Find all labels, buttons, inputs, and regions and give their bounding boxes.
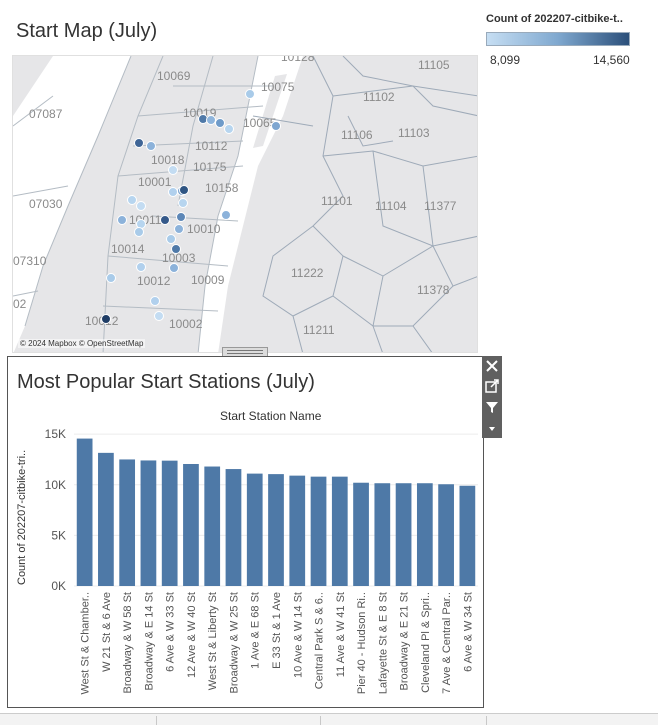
bar[interactable] (119, 459, 136, 586)
svg-text:10012: 10012 (137, 274, 171, 288)
legend-title: Count of 202207-citbike-t.. (486, 13, 623, 25)
tab-divider (320, 716, 321, 725)
bar[interactable] (331, 476, 348, 586)
svg-text:11105: 11105 (418, 58, 450, 72)
svg-text:07087: 07087 (29, 107, 63, 121)
bottom-tab-strip (0, 713, 658, 725)
svg-text:10075: 10075 (261, 80, 295, 94)
map-attribution[interactable]: © 2024 Mapbox © OpenStreetMap (18, 339, 146, 348)
svg-text:07310: 07310 (13, 254, 47, 268)
svg-text:11378: 11378 (417, 283, 450, 297)
x-tick-label[interactable]: Cleveland Pl & Spri.. (420, 592, 432, 693)
y-tick-label: 10K (45, 478, 66, 492)
svg-text:10112: 10112 (195, 139, 228, 153)
bar[interactable] (395, 483, 412, 586)
x-tick-label[interactable]: Broadway & E 21 St (399, 592, 411, 690)
x-tick-label[interactable]: 1 Ave & E 68 St (250, 592, 262, 669)
svg-text:11101: 11101 (321, 194, 353, 208)
bar[interactable] (310, 476, 327, 586)
svg-text:11377: 11377 (424, 199, 457, 213)
bar[interactable] (438, 484, 454, 586)
color-legend[interactable]: Count of 202207-citbike-t.. 8,099 14,560 (486, 13, 646, 67)
map-title: Start Map (July) (16, 20, 158, 42)
svg-text:10001: 10001 (138, 175, 172, 189)
x-axis-header: Start Station Name (220, 409, 322, 423)
start-map[interactable]: 10128 10069 10075 11105 07087 10019 1006… (12, 55, 478, 353)
x-tick-label[interactable]: W 21 St & 6 Ave (101, 592, 113, 672)
svg-text:11102: 11102 (363, 90, 395, 104)
bar[interactable] (459, 485, 476, 586)
bar-chart: 0K 5K 10K 15K West St & Chamber.. W 21 St & … (45, 427, 478, 695)
bar[interactable] (140, 460, 157, 586)
bar[interactable] (183, 463, 199, 586)
svg-text:10069: 10069 (157, 69, 191, 83)
tab-divider (156, 716, 157, 725)
x-tick-label[interactable]: 6 Ave & W 33 St (165, 592, 177, 672)
y-tick-label: 15K (45, 427, 66, 441)
svg-text:10175: 10175 (193, 160, 227, 174)
svg-text:10128: 10128 (281, 56, 315, 64)
x-tick-label[interactable]: Lafayette St & E 8 St (377, 592, 389, 694)
svg-text:02: 02 (13, 297, 27, 311)
bar[interactable] (98, 452, 114, 586)
bars (76, 438, 476, 586)
bar[interactable] (246, 473, 263, 586)
x-tick-label[interactable]: E 33 St & 1 Ave (271, 592, 283, 669)
x-tick-label[interactable]: Broadway & W 25 St (228, 592, 240, 694)
legend-max-value: 14,560 (593, 53, 630, 67)
y-tick-label: 5K (51, 528, 66, 542)
close-icon[interactable] (482, 356, 502, 376)
bar[interactable] (225, 469, 242, 586)
chevron-down-icon[interactable] (482, 418, 502, 438)
svg-text:10018: 10018 (151, 153, 185, 167)
svg-text:10010: 10010 (187, 222, 221, 236)
chart-title: Most Popular Start Stations (July) (17, 371, 315, 393)
x-tick-label[interactable]: Broadway & W 58 St (122, 592, 134, 694)
bar[interactable] (289, 475, 306, 586)
svg-text:11103: 11103 (398, 126, 430, 140)
map-canvas: 10128 10069 10075 11105 07087 10019 1006… (13, 56, 477, 352)
bar-chart-panel[interactable]: Most Popular Start Stations (July) Start… (7, 356, 484, 708)
svg-text:11222: 11222 (291, 266, 324, 280)
svg-text:07030: 07030 (29, 197, 63, 211)
bar[interactable] (76, 438, 93, 586)
x-tick-label[interactable]: West St & Chamber.. (80, 592, 92, 695)
svg-text:11104: 11104 (375, 199, 407, 213)
y-tick-label: 0K (51, 579, 66, 593)
svg-text:10003: 10003 (162, 251, 196, 265)
svg-text:11211: 11211 (303, 323, 335, 337)
bar[interactable] (374, 483, 391, 586)
x-tick-label[interactable]: 6 Ave & W 34 St (462, 592, 474, 672)
legend-color-ramp (486, 32, 630, 46)
svg-text:10009: 10009 (191, 273, 225, 287)
x-axis-labels: West St & Chamber.. W 21 St & 6 Ave Broadw… (80, 592, 475, 695)
popout-icon[interactable] (482, 376, 502, 396)
filter-icon[interactable] (482, 397, 502, 417)
tab-divider (486, 716, 487, 725)
legend-min-value: 8,099 (490, 53, 521, 67)
x-tick-label[interactable]: 12 Ave & W 40 St (186, 592, 198, 678)
x-tick-label[interactable]: 7 Ave & Central Par.. (441, 592, 453, 694)
bar[interactable] (204, 466, 221, 586)
svg-text:11106: 11106 (341, 128, 373, 142)
x-tick-label[interactable]: Central Park S & 6.. (314, 592, 326, 689)
svg-text:10158: 10158 (205, 181, 239, 195)
x-tick-label[interactable]: 10 Ave & W 14 St (292, 592, 304, 678)
x-tick-label[interactable]: 11 Ave & W 41 St (335, 592, 347, 677)
x-tick-label[interactable]: Pier 40 - Hudson Ri.. (356, 592, 368, 694)
x-tick-label[interactable]: West St & Liberty St (207, 592, 219, 690)
x-tick-label[interactable]: Broadway & E 14 St (143, 592, 155, 690)
panel-toolbar (482, 356, 502, 438)
bar[interactable] (353, 482, 369, 586)
svg-text:10065: 10065 (243, 116, 277, 130)
bar[interactable] (416, 483, 433, 586)
y-axis-ticks: 0K 5K 10K 15K (45, 427, 66, 593)
svg-text:10014: 10014 (111, 242, 145, 256)
svg-text:10002: 10002 (169, 317, 203, 331)
bar[interactable] (161, 460, 178, 586)
bar[interactable] (268, 474, 284, 586)
